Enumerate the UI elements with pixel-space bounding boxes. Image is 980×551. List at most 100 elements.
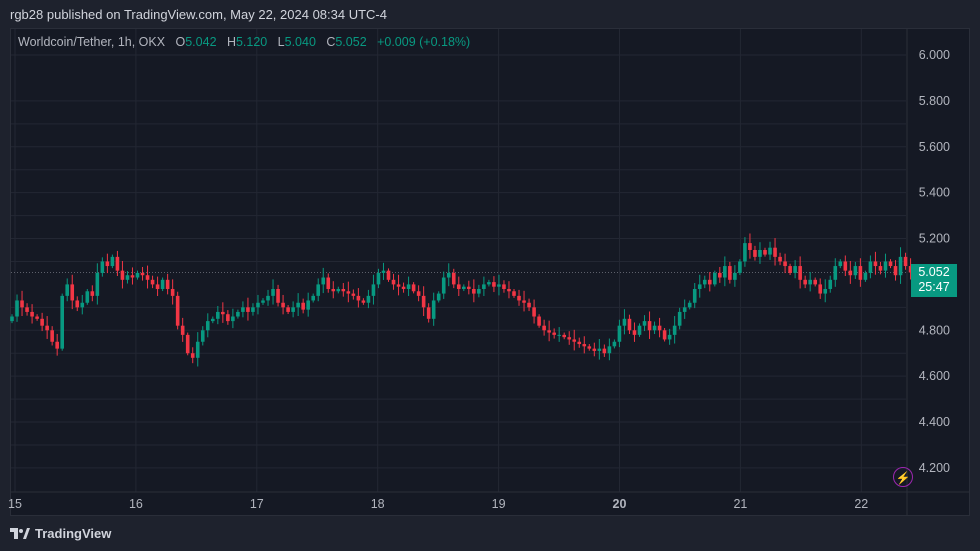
candle-up: [261, 300, 265, 303]
close-label: C: [326, 35, 336, 49]
candle-down: [30, 311, 34, 317]
candle-down: [75, 300, 80, 308]
candle-down: [351, 293, 356, 296]
x-tick-label: 22: [854, 497, 868, 511]
x-tick-label: 20: [613, 497, 627, 511]
candle-down: [396, 284, 401, 287]
candle-up: [10, 316, 14, 322]
candle-up: [713, 272, 717, 285]
low-value: 5.040: [284, 35, 316, 49]
candle-up: [477, 288, 481, 294]
candle-down: [878, 266, 883, 271]
high-value: 5.120: [235, 35, 268, 49]
candle-up: [497, 284, 501, 287]
candle-down: [662, 330, 667, 340]
candle-up: [135, 272, 140, 278]
candle-up: [195, 341, 200, 358]
candle-up: [80, 302, 85, 308]
candle-down: [467, 286, 471, 289]
candle-down: [843, 261, 848, 271]
candle-up: [883, 261, 888, 271]
candle-up: [868, 261, 873, 273]
candle-down: [517, 295, 521, 301]
candle-up: [697, 284, 702, 289]
candle-up: [251, 307, 255, 312]
candle-up: [682, 307, 687, 312]
candle-down: [873, 261, 878, 267]
candle-down: [356, 295, 361, 301]
candle-down: [391, 279, 396, 285]
open-value: 5.042: [185, 35, 217, 49]
candle-up: [291, 307, 295, 312]
candle-down: [592, 348, 597, 351]
candle-down: [386, 270, 391, 280]
candle-down: [748, 243, 752, 250]
candle-up: [828, 279, 833, 289]
y-tick-label: 5.800: [919, 94, 950, 108]
high-label: H: [226, 35, 236, 49]
candle-down: [818, 284, 823, 294]
symbol-legend: Worldcoin/Tether, 1h, OKX O5.042 H5.120 …: [18, 35, 470, 49]
candle-down: [803, 279, 807, 285]
candle-down: [105, 261, 110, 267]
tradingview-logo[interactable]: TradingView: [10, 526, 111, 541]
candle-up: [723, 266, 727, 278]
candle-down: [472, 288, 476, 294]
candle-down: [783, 261, 787, 267]
candle-down: [552, 332, 556, 335]
candle-up: [266, 295, 270, 301]
candle-up: [336, 288, 341, 292]
candle-down: [657, 325, 662, 331]
y-tick-label: 5.600: [919, 140, 950, 154]
candle-down: [341, 288, 346, 292]
published-by-text: rgb28 published on TradingView.com, May …: [10, 7, 387, 22]
open-label: O: [175, 35, 186, 49]
candle-up: [482, 284, 486, 289]
candle-down: [25, 307, 29, 312]
candle-up: [271, 288, 275, 296]
candle-up: [833, 266, 838, 280]
low-label: L: [277, 35, 285, 49]
candle-down: [502, 284, 506, 289]
candle-down: [532, 307, 536, 317]
candle-up: [692, 288, 697, 303]
candle-up: [838, 261, 843, 267]
candle-down: [331, 288, 336, 292]
lightning-icon[interactable]: ⚡: [893, 467, 913, 487]
x-tick-label: 18: [371, 497, 385, 511]
candle-down: [35, 316, 39, 319]
candle-down: [582, 344, 587, 347]
x-tick-label: 16: [129, 497, 143, 511]
candle-down: [281, 302, 285, 308]
candle-up: [376, 272, 381, 285]
candle-down: [858, 266, 863, 280]
candle-down: [286, 307, 290, 312]
candle-down: [507, 288, 511, 292]
candle-down: [888, 261, 893, 267]
candle-down: [140, 272, 145, 276]
candle-up: [231, 316, 235, 322]
candle-down: [753, 249, 757, 257]
candle-down: [165, 279, 170, 289]
candle-down: [587, 346, 592, 349]
candle-down: [180, 325, 185, 335]
candle-down: [728, 266, 732, 280]
candle-up: [241, 307, 245, 312]
candle-down: [411, 284, 416, 292]
candle-down: [55, 341, 59, 349]
candle-up: [366, 295, 371, 303]
candle-down: [577, 341, 582, 345]
candle-down: [326, 277, 331, 289]
candle-down: [602, 348, 607, 354]
candle-up: [200, 330, 205, 342]
candle-up: [446, 272, 451, 278]
candle-up: [597, 348, 602, 351]
candle-up: [863, 272, 868, 280]
candle-up: [406, 284, 411, 289]
candle-up: [15, 300, 19, 317]
candle-down: [903, 256, 908, 267]
candle-down: [130, 275, 135, 278]
candle-up: [853, 266, 858, 276]
candle-up: [793, 266, 797, 273]
